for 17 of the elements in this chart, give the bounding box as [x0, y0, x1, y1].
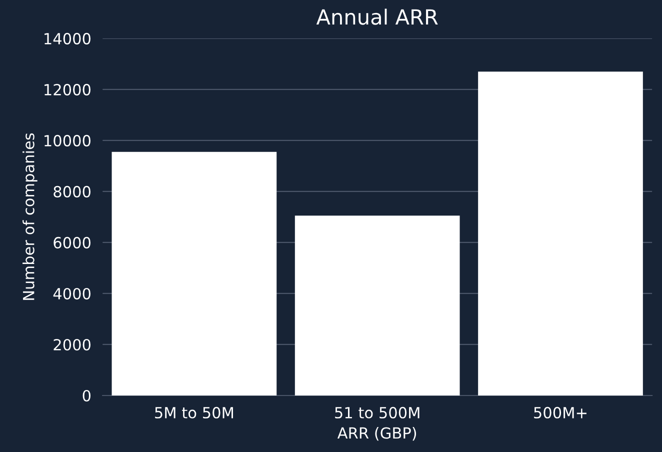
y-tick-label: 12000 — [44, 84, 90, 96]
bar — [478, 72, 643, 396]
y-tick-label: 8000 — [54, 186, 90, 198]
y-tick-label: 0 — [82, 390, 90, 402]
y-tick-label: 4000 — [53, 288, 90, 300]
chart-title: Annual ARR — [316, 8, 438, 25]
bar — [112, 152, 277, 396]
y-tick-label: 2000 — [54, 338, 90, 351]
x-tick-label: 51 to 500M — [335, 406, 420, 418]
y-tick-label: 6000 — [54, 236, 90, 248]
bar — [294, 216, 460, 396]
x-tick-label: 5M to 50M — [155, 406, 233, 418]
y-axis-title: Number of companies — [22, 133, 38, 300]
y-tick-label: 10000 — [44, 134, 90, 146]
y-tick-label: 14000 — [44, 32, 90, 44]
x-axis-title: ARR (GBP) — [337, 426, 416, 441]
x-tick-label: 500M+ — [534, 406, 586, 418]
